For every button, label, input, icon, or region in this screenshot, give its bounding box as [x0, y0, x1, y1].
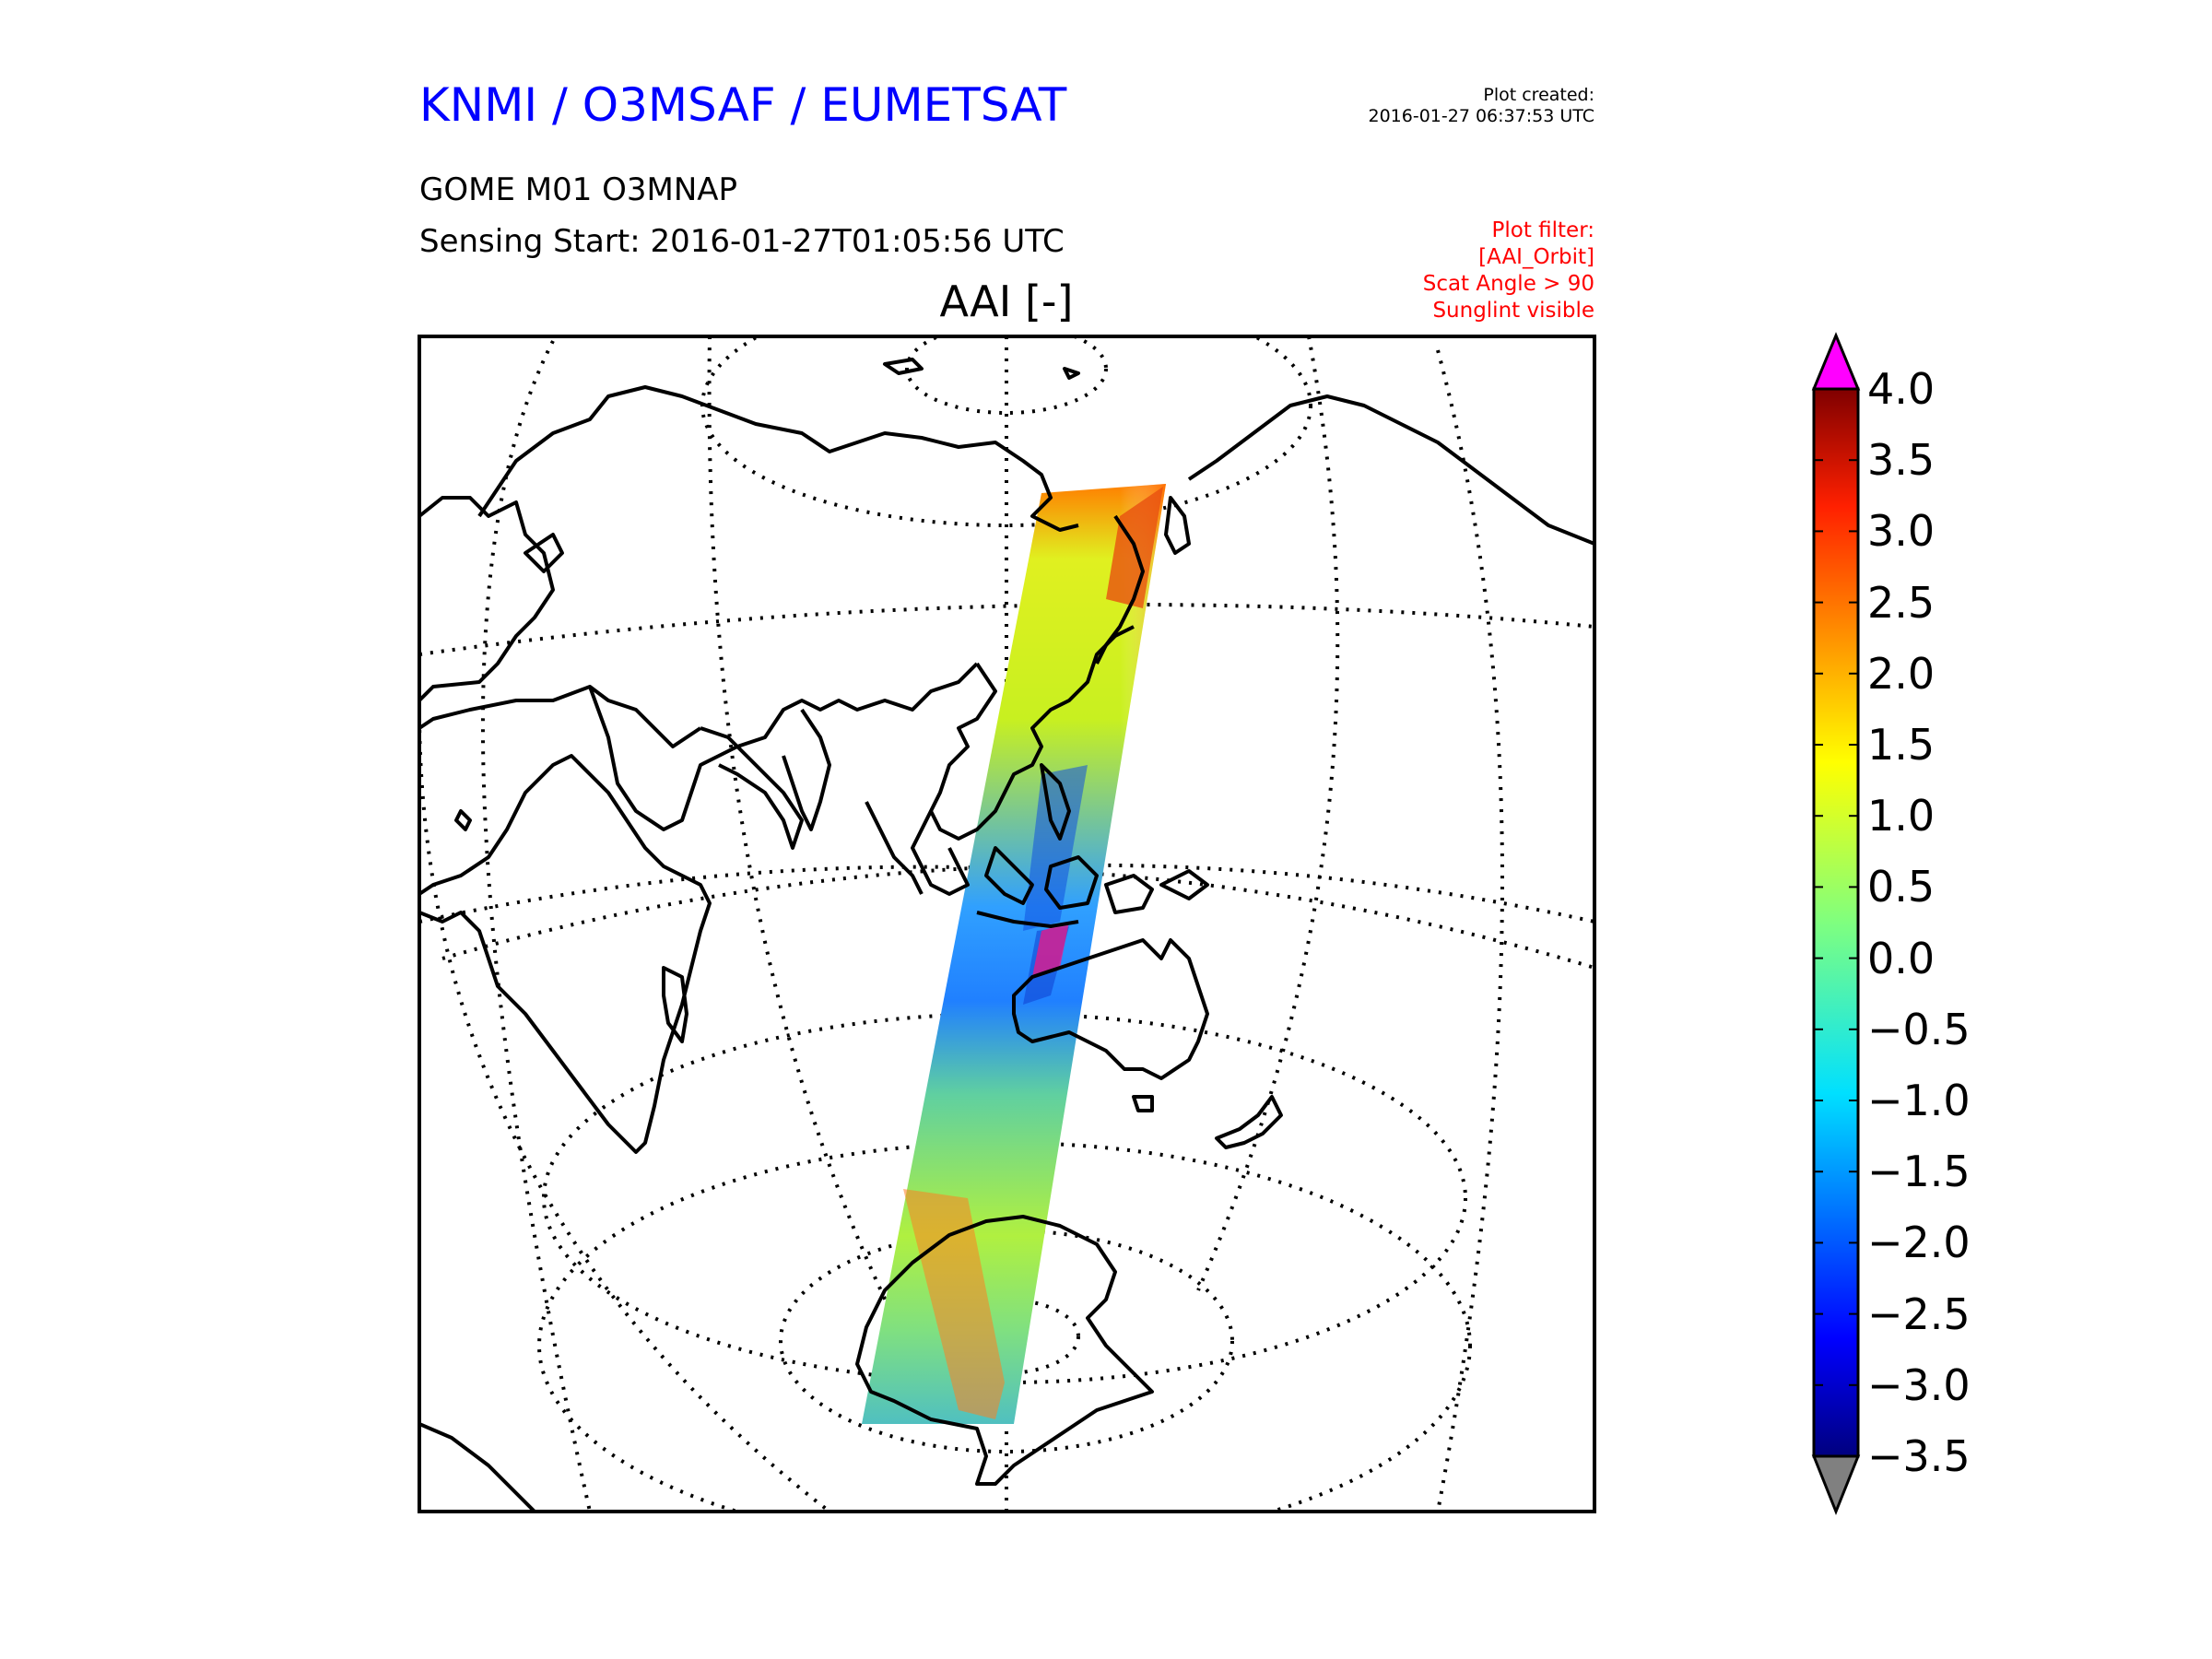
- colorbar-tick-label: 0.5: [1867, 864, 1935, 910]
- colorbar-tick-label: 1.5: [1867, 722, 1935, 768]
- colorbar-tick-label: −2.0: [1867, 1219, 1971, 1265]
- colorbar-tick-label: 0.0: [1867, 935, 1935, 982]
- colorbar-tick-label: −2.5: [1867, 1291, 1971, 1337]
- colorbar-tick-label: −1.5: [1867, 1148, 1971, 1194]
- colorbar-gradient: [1814, 389, 1858, 1456]
- colorbar-tick-label: 2.5: [1867, 580, 1935, 626]
- colorbar-tick-label: 3.5: [1867, 437, 1935, 483]
- colorbar-tick-label: 3.0: [1867, 508, 1935, 554]
- colorbar: [1814, 335, 1858, 1512]
- colorbar-tick-label: −1.0: [1867, 1077, 1971, 1124]
- colorbar-under-triangle: [1814, 1456, 1858, 1512]
- colorbar-tick-label: −3.0: [1867, 1362, 1971, 1408]
- map-area: [419, 286, 1594, 1548]
- colorbar-tick-label: −3.5: [1867, 1433, 1971, 1479]
- colorbar-tick-label: −0.5: [1867, 1006, 1971, 1053]
- colorbar-tick-label: 1.0: [1867, 793, 1935, 839]
- colorbar-tick-label: 2.0: [1867, 651, 1935, 697]
- colorbar-tick-label: 4.0: [1867, 366, 1935, 412]
- colorbar-over-triangle: [1814, 335, 1858, 389]
